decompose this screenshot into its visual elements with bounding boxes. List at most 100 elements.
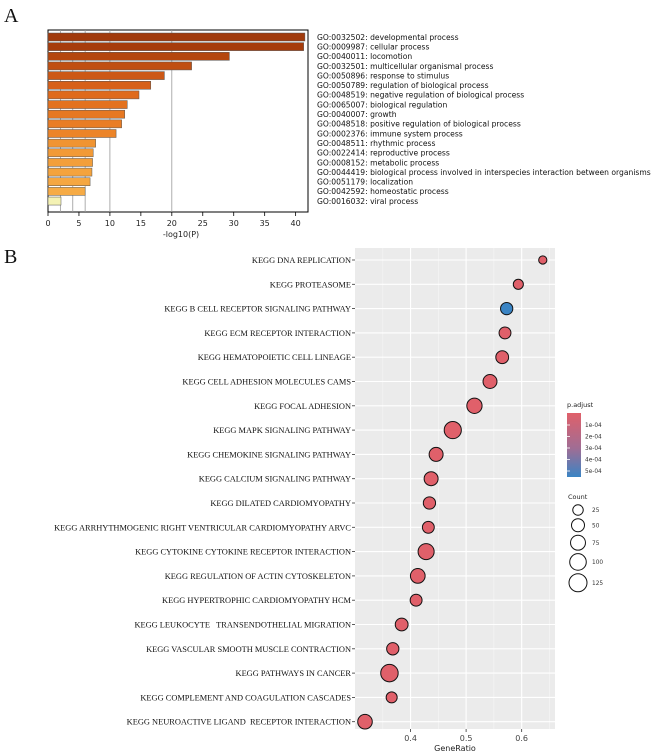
dot [466, 397, 483, 414]
bar [47, 167, 93, 177]
x-tick-label: 20 [167, 219, 177, 228]
p-adjust-legend-title: p.adjust [567, 401, 594, 409]
size-legend-label: 25 [592, 508, 600, 514]
bar [47, 100, 128, 109]
bar [47, 138, 96, 148]
category-label: GO:0051179: localization [317, 178, 413, 187]
size-legend-circle [570, 534, 586, 551]
bars [47, 32, 306, 206]
category-label: GO:0022414: reproductive process [317, 149, 450, 158]
x-tick-label: 35 [260, 219, 270, 228]
x-tick-label: 15 [136, 219, 146, 228]
colorbar-label: 5e-04 [585, 469, 602, 475]
pathway-label: KEGG CYTOKINE CYTOKINE RECEPTOR INTERACT… [135, 548, 351, 557]
x-tick-label: 0.5 [460, 734, 473, 743]
dot [500, 301, 514, 316]
go-bar-chart: GO:0032502: developmental processGO:0009… [45, 29, 651, 239]
x-axis-ticks: 0.4 0.5 0.6 [404, 729, 528, 743]
plot-panel-background [355, 248, 555, 729]
x-axis-ticks: 0 5 10 15 20 25 30 35 40 [45, 212, 301, 228]
size-legend-circle [572, 504, 584, 516]
dot [512, 278, 524, 290]
p-adjust-legend: p.adjust 1e-04 2e-04 3e-04 4e-04 5e-04 [567, 401, 602, 477]
count-legend-title: Count [568, 493, 588, 501]
bar [47, 52, 230, 61]
category-label: GO:0002376: immune system process [317, 129, 463, 138]
colorbar-label: 3e-04 [585, 446, 602, 452]
pathway-label: KEGG NEUROACTIVE LIGAND RECEPTOR INTERAC… [127, 718, 351, 727]
category-label: GO:0016032: viral process [317, 197, 418, 206]
pathway-label: KEGG HEMATOPOIETIC CELL LINEAGE [198, 353, 351, 362]
bar [47, 61, 192, 71]
category-label: GO:0050789: regulation of biological pro… [317, 81, 489, 90]
bar [47, 119, 122, 129]
pathway-label: KEGG CALCIUM SIGNALING PATHWAY [199, 475, 351, 484]
pathway-label: KEGG MAPK SIGNALING PATHWAY [213, 426, 351, 435]
dot [495, 350, 510, 365]
x-axis-label: -log10(P) [163, 230, 199, 239]
dot [394, 617, 409, 632]
category-label: GO:0032502: developmental process [317, 33, 459, 42]
category-label: GO:0048519: negative regulation of biolo… [317, 91, 524, 100]
x-tick-label: 40 [291, 219, 301, 228]
pathway-label: KEGG CELL ADHESION MOLECULES CAMS [182, 378, 351, 387]
size-legend-label: 75 [592, 541, 600, 547]
pathway-label: KEGG CHEMOKINE SIGNALING PATHWAY [187, 450, 351, 459]
dot [409, 593, 423, 607]
bar [47, 32, 306, 42]
bar [47, 109, 126, 119]
pathway-label: KEGG LEUKOCYTE TRANSENDOTHELIAL MIGRATIO… [134, 621, 351, 630]
x-tick-label: 0.6 [515, 734, 528, 743]
dot [417, 543, 435, 561]
dot [538, 255, 548, 265]
size-legend-circle [569, 553, 587, 571]
dot [409, 568, 426, 584]
dot [482, 374, 498, 389]
panel-a-label: A [4, 5, 19, 27]
category-label: GO:0008152: metabolic process [317, 158, 439, 167]
x-tick-label: 0.4 [404, 734, 417, 743]
category-label: GO:0048511: rhythmic process [317, 139, 435, 148]
bar [47, 187, 86, 196]
bar [47, 158, 93, 167]
category-label: GO:0009987: cellular process [317, 42, 429, 51]
category-label: GO:0040007: growth [317, 110, 397, 119]
size-legend-circle [568, 573, 588, 593]
panel-b-label: B [4, 246, 17, 268]
dot [443, 421, 462, 440]
pathway-label: KEGG DILATED CARDIOMYOPATHY [210, 499, 351, 508]
colorbar-label: 4e-04 [585, 458, 602, 464]
pathway-label: KEGG HYPERTROPHIC CARDIOMYOPATHY HCM [162, 596, 352, 605]
pathway-label: KEGG COMPLEMENT AND COAGULATION CASCADES [140, 693, 351, 702]
dot [380, 663, 399, 683]
kegg-dot-plot: KEGG DNA REPLICATION KEGG PROTEASOME KEGG … [54, 248, 603, 753]
category-label: GO:0032501: multicellular organismal pro… [317, 62, 493, 71]
pathway-label: KEGG PROTEASOME [270, 280, 351, 289]
size-legend-label: 50 [592, 523, 600, 529]
dot [423, 471, 439, 487]
category-labels: GO:0032502: developmental processGO:0009… [317, 33, 651, 206]
bar [47, 196, 62, 206]
p-adjust-colorbar [567, 413, 581, 477]
bar [47, 148, 94, 158]
size-legend-label: 125 [592, 581, 603, 587]
x-tick-label: 10 [105, 219, 115, 228]
pathway-label: KEGG VASCULAR SMOOTH MUSCLE CONTRACTION [146, 645, 351, 654]
pathway-label: KEGG ARRHYTHMOGENIC RIGHT VENTRICULAR CA… [54, 523, 351, 532]
colorbar-label: 1e-04 [585, 423, 602, 429]
pathway-label: KEGG ECM RECEPTOR INTERACTION [204, 329, 351, 338]
pathway-labels: KEGG DNA REPLICATION KEGG PROTEASOME KEGG … [54, 256, 355, 727]
size-legend-label: 100 [592, 560, 603, 566]
x-tick-label: 25 [198, 219, 208, 228]
pathway-label: KEGG REGULATION OF ACTIN CYTOSKELETON [165, 572, 351, 581]
pathway-label: KEGG B CELL RECEPTOR SIGNALING PATHWAY [164, 305, 351, 314]
bar [47, 42, 304, 51]
category-label: GO:0042592: homeostatic process [317, 187, 449, 196]
colorbar-label: 2e-04 [585, 435, 602, 441]
bar [47, 129, 117, 138]
dot [386, 642, 400, 656]
bar [47, 90, 140, 100]
dot [421, 520, 435, 534]
dot [428, 446, 444, 462]
